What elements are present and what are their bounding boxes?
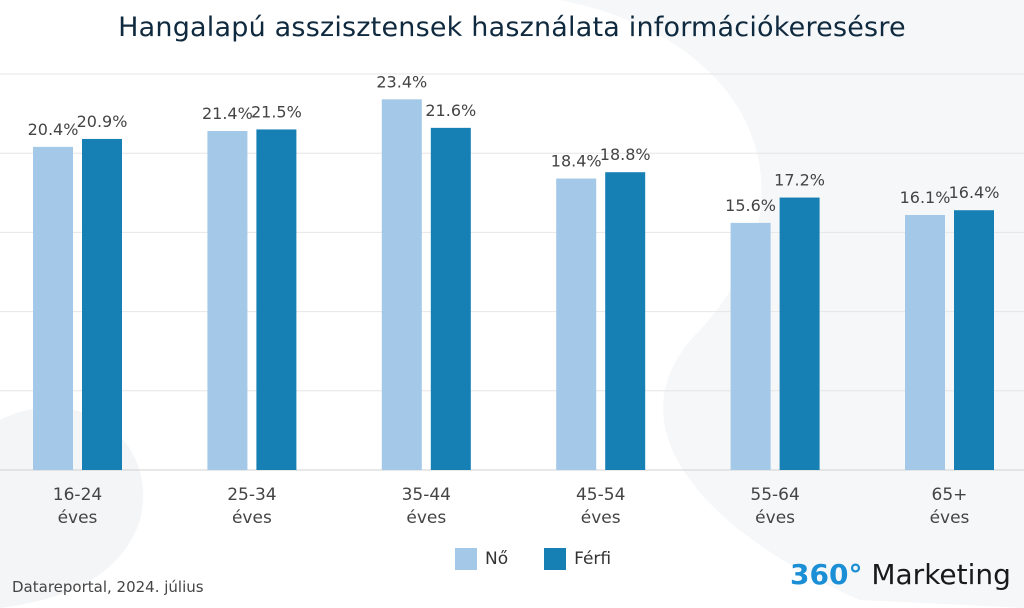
value-label-no-2: 23.4% <box>376 72 427 91</box>
value-label-ferfi-3: 18.8% <box>600 145 651 164</box>
value-label-no-0: 20.4% <box>28 120 79 139</box>
value-label-no-4: 15.6% <box>725 196 776 215</box>
bar-no-3 <box>556 178 597 470</box>
value-label-no-3: 18.4% <box>551 152 602 171</box>
value-label-no-1: 21.4% <box>202 104 253 123</box>
legend-item-ferfi: Férfi <box>544 548 611 570</box>
bar-ferfi-3 <box>605 172 646 470</box>
x-tick-label-5-0: 65+ <box>932 485 968 505</box>
x-tick-label-5-1: éves <box>930 508 970 528</box>
x-tick-label-1-0: 25-34 <box>227 485 276 505</box>
value-label-no-5: 16.1% <box>900 188 951 207</box>
brand-prefix: 360° <box>790 558 863 591</box>
bar-no-4 <box>730 222 771 470</box>
bar-no-0 <box>33 146 73 470</box>
legend-swatch-no <box>455 548 477 570</box>
bar-no-2 <box>381 99 422 471</box>
value-label-ferfi-4: 17.2% <box>774 171 825 190</box>
x-tick-labels: 16-24 éves 25-34 éves 35-44 éves 45-54 éves 55-6… <box>53 485 970 528</box>
value-labels: 20.4%20.9% 21.4%21.5% 23.4% 21.6% 18.4%18.8%… <box>28 72 1000 215</box>
bar-ferfi-0 <box>82 138 122 470</box>
x-tick-label-2-0: 35-44 <box>402 485 451 505</box>
bars <box>33 99 994 471</box>
x-tick-label-3-1: éves <box>581 508 621 528</box>
x-tick-label-2-1: éves <box>406 508 446 528</box>
source-note: Datareportal, 2024. július <box>12 578 204 596</box>
bar-no-1 <box>207 131 248 471</box>
x-tick-label-4-0: 55-64 <box>750 485 799 505</box>
x-tick-label-0-1: éves <box>58 508 98 528</box>
x-tick-label-4-1: éves <box>755 508 795 528</box>
bar-ferfi-4 <box>779 197 820 470</box>
legend-label-no: Nő <box>485 549 509 569</box>
x-tick-label-0-0: 16-24 <box>53 485 102 505</box>
gridlines <box>0 73 1024 471</box>
legend-label-ferfi: Férfi <box>574 549 612 569</box>
value-label-ferfi-2: 21.6% <box>425 101 476 120</box>
brand-name: Marketing <box>871 558 1011 591</box>
x-tick-label-1-1: éves <box>232 508 272 528</box>
legend-swatch-ferfi <box>544 548 567 570</box>
bar-ferfi-2 <box>430 127 471 470</box>
bar-ferfi-1 <box>256 129 297 470</box>
chart-title: Hangalapú asszisztensek használata infor… <box>118 12 906 43</box>
bar-no-5 <box>905 214 945 470</box>
legend: Nő Férfi <box>455 548 611 570</box>
bar-ferfi-5 <box>954 210 994 470</box>
brand-logo: 360° Marketing <box>790 558 1011 591</box>
value-label-ferfi-5: 16.4% <box>949 183 1000 202</box>
legend-item-no: Nő <box>455 548 508 570</box>
x-tick-label-3-0: 45-54 <box>576 485 625 505</box>
value-label-ferfi-0: 20.9% <box>77 112 128 131</box>
value-label-ferfi-1: 21.5% <box>251 102 302 121</box>
